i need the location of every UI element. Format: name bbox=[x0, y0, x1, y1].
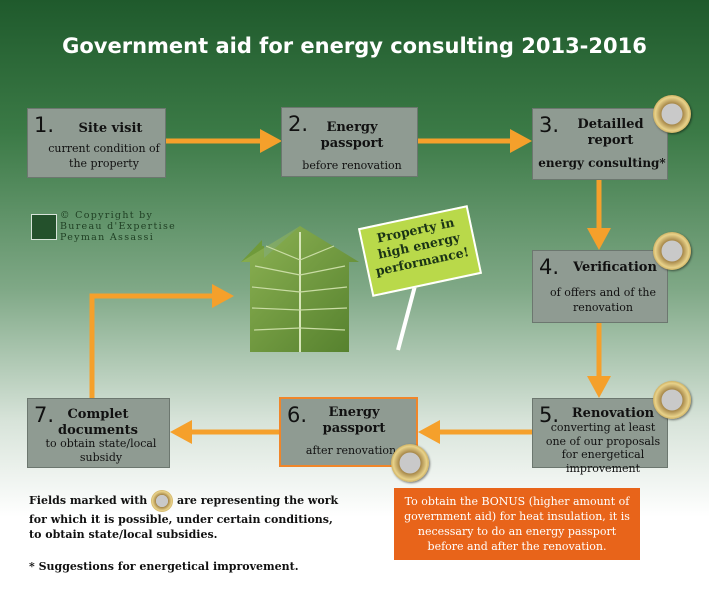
legend-note: Fields marked with are representing the … bbox=[29, 490, 349, 542]
bonus-callout: To obtain the BONUS (higher amount of go… bbox=[394, 488, 640, 560]
step-description: of offers and of the renovation bbox=[550, 286, 656, 314]
step-description: to obtain state/local subsidy bbox=[45, 437, 157, 464]
step-description: energy consulting* bbox=[538, 156, 666, 170]
footnote: * Suggestions for energetical improvemen… bbox=[29, 560, 299, 573]
step-heading: Verification bbox=[573, 260, 657, 275]
step-number: 7. bbox=[34, 403, 55, 427]
copyright-line: © Copyright by bbox=[60, 210, 154, 221]
euro-coin-icon bbox=[653, 381, 691, 419]
step-number: 6. bbox=[287, 403, 308, 427]
step-heading: Site visit bbox=[78, 121, 143, 136]
step-heading: Detailled report bbox=[577, 117, 644, 148]
step-5-box: 5. Renovation converting at least one of… bbox=[532, 398, 668, 475]
step-number: 3. bbox=[539, 113, 560, 137]
step-3-box: 3. Detailled report energy consulting* bbox=[532, 108, 668, 180]
step-1-box: 1. Site visit current condition of the p… bbox=[27, 108, 166, 178]
step-description: converting at least one of our proposals… bbox=[545, 421, 661, 475]
house-leaf-icon bbox=[241, 226, 359, 352]
step-description: current condition of the property bbox=[48, 142, 160, 170]
step-description: after renovation bbox=[305, 444, 397, 457]
step-description: before renovation bbox=[302, 159, 402, 172]
step-2-box: 2. Energy passport before renovation bbox=[281, 107, 418, 177]
arrow-7-house bbox=[89, 293, 214, 398]
step-number: 5. bbox=[539, 403, 560, 427]
legend-note-before: Fields marked with bbox=[29, 494, 148, 507]
step-7-box: 7. Complet documents to obtain state/loc… bbox=[27, 398, 170, 468]
step-heading: Complet documents bbox=[58, 407, 138, 438]
euro-coin-icon bbox=[151, 490, 174, 512]
step-number: 4. bbox=[539, 255, 560, 279]
copyright-text: © Copyright by Bureau d'Expertise Peyman… bbox=[60, 210, 176, 243]
euro-coin-icon bbox=[653, 95, 691, 133]
step-4-box: 4. Verification of offers and of the ren… bbox=[532, 250, 668, 323]
step-heading: Energy passport bbox=[322, 405, 386, 436]
euro-coin-icon bbox=[653, 232, 691, 270]
copyright-line: Bureau d'Expertise bbox=[60, 221, 177, 232]
bureau-logo-icon bbox=[31, 214, 57, 240]
step-heading: Energy passport bbox=[320, 120, 384, 151]
legend-note-after: are representing the work for which it i… bbox=[29, 494, 339, 541]
copyright-line: Peyman Assassi bbox=[60, 232, 155, 243]
step-number: 2. bbox=[288, 112, 309, 136]
step-heading: Renovation bbox=[571, 406, 655, 421]
page-title: Government aid for energy consulting 201… bbox=[62, 34, 647, 58]
euro-coin-icon bbox=[391, 444, 429, 482]
sign-post bbox=[396, 281, 418, 351]
step-number: 1. bbox=[34, 113, 55, 137]
